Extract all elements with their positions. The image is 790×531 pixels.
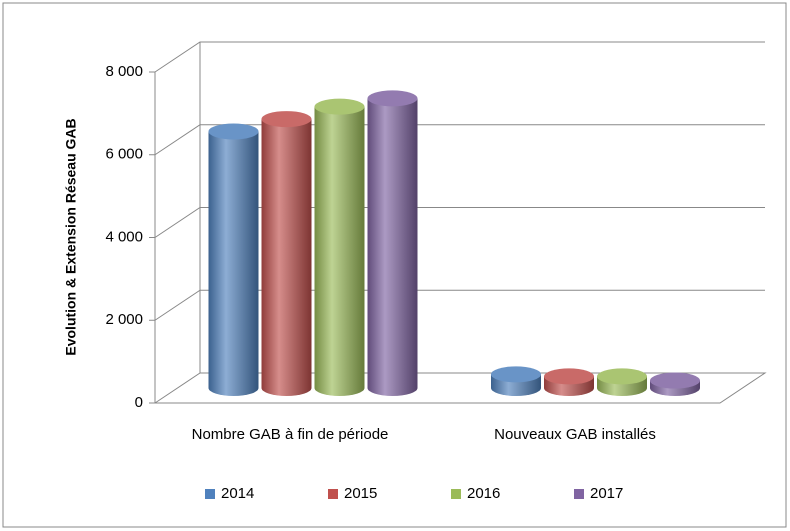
- bar-top: [491, 366, 541, 383]
- x-tick-label: Nouveaux GAB installés: [494, 426, 656, 443]
- bar: [597, 368, 647, 396]
- grid-line: [154, 41, 765, 73]
- bar-top: [261, 111, 312, 128]
- grid-line: [154, 124, 765, 156]
- y-axis-title: Evolution & Extension Réseau GAB: [63, 118, 79, 355]
- bar-top: [367, 90, 418, 107]
- y-tick-label: 2 000: [105, 311, 143, 328]
- bar: [367, 90, 418, 396]
- bar: [314, 98, 365, 397]
- grid-line: [154, 207, 765, 238]
- y-tick-label: 4 000: [105, 228, 143, 245]
- bar-top: [208, 123, 259, 140]
- grid-line: [154, 289, 765, 321]
- y-tick-label: 8 000: [105, 63, 143, 80]
- x-tick-label: Nombre GAB à fin de période: [191, 426, 389, 443]
- bar-body: [367, 98, 418, 396]
- legend-label: 2016: [467, 485, 500, 502]
- bar-top: [597, 368, 647, 385]
- bar: [544, 368, 594, 396]
- bar-top: [544, 368, 594, 385]
- bar-top: [314, 98, 365, 115]
- bar: [650, 372, 700, 396]
- bar-top: [650, 372, 700, 389]
- bar: [491, 366, 541, 396]
- legend-label: 2017: [590, 485, 623, 502]
- legend-label: 2015: [344, 485, 377, 502]
- legend-swatch: [328, 489, 338, 499]
- bar-body: [314, 106, 365, 397]
- y-tick-label: 6 000: [105, 146, 143, 163]
- bar: [208, 123, 259, 396]
- y-tick-label: 0: [135, 394, 143, 411]
- legend-label: 2014: [221, 485, 254, 502]
- legend-swatch: [574, 489, 584, 499]
- bar-body: [261, 119, 312, 396]
- legend-swatch: [205, 489, 215, 499]
- bar: [261, 111, 312, 396]
- legend-swatch: [451, 489, 461, 499]
- bar-body: [208, 131, 259, 396]
